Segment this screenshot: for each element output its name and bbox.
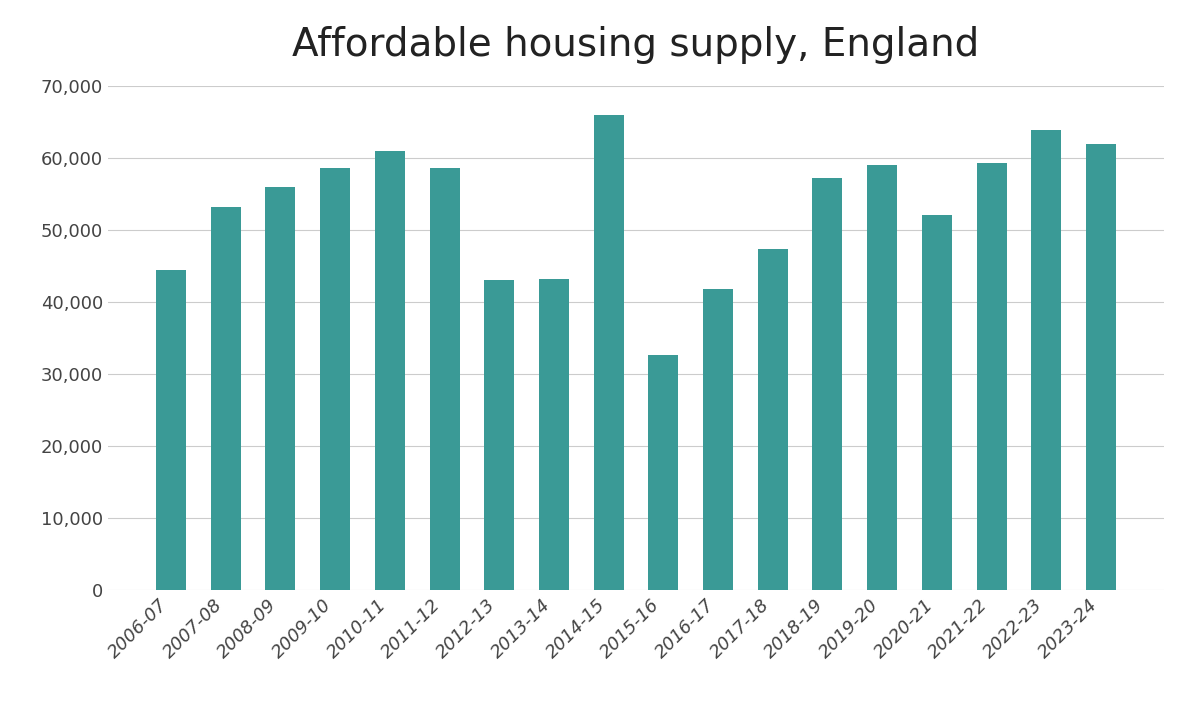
Bar (1031, 130, 1061, 590)
Bar (265, 187, 295, 590)
Bar (868, 165, 898, 590)
Bar (320, 168, 350, 590)
Bar (374, 151, 404, 590)
Title: Affordable housing supply, England: Affordable housing supply, England (293, 26, 979, 64)
Bar (156, 270, 186, 590)
Bar (703, 289, 733, 590)
Bar (485, 279, 515, 590)
Bar (1086, 143, 1116, 590)
Bar (539, 279, 569, 590)
Bar (430, 168, 460, 590)
Bar (648, 356, 678, 590)
Bar (922, 215, 952, 590)
Bar (757, 249, 787, 590)
Bar (594, 114, 624, 590)
Bar (211, 207, 241, 590)
Bar (977, 163, 1007, 590)
Bar (812, 179, 842, 590)
